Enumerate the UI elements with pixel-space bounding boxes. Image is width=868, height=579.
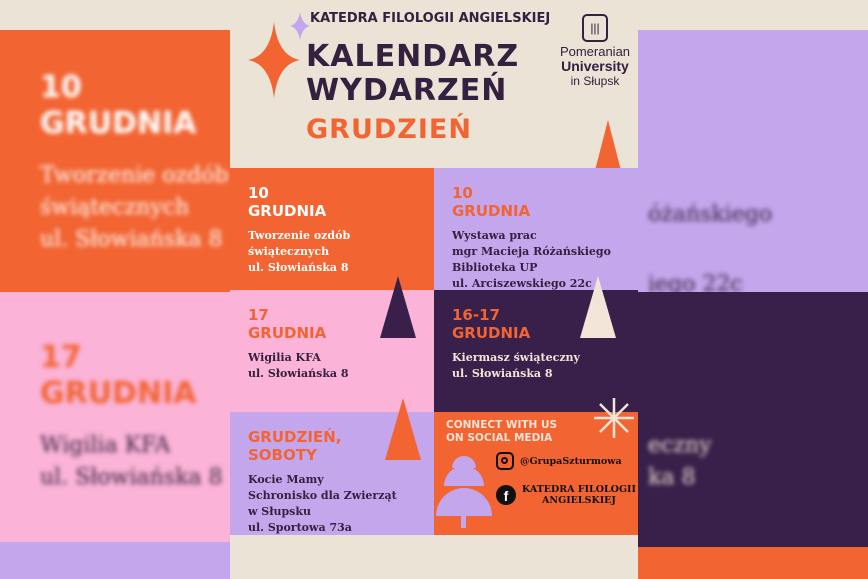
university-logo: ||| Pomeranian University in Słupsk (555, 14, 635, 88)
event-date: 17 GRUDNIA (248, 306, 327, 342)
event-card: 16-17 GRUDNIA Kiermasz świąteczny ul. Słowi… (434, 290, 638, 412)
event-card: 10 GRUDNIA Tworzenie ozdób świątecznych ul. … (230, 168, 434, 290)
blurred-background-left: 10 GRUDNIA Tworzenie ozdób świątecznych ul.… (0, 0, 230, 579)
sparkle-icon (248, 22, 300, 98)
instagram-link[interactable]: @GrupaSzturmowa (496, 452, 622, 470)
christmas-tree-icon (580, 276, 616, 338)
facebook-link[interactable]: f KATEDRA FILOLOGII ANGIELSKIEJ (496, 484, 636, 506)
facebook-icon: f (496, 485, 516, 505)
university-emblem-icon: ||| (582, 14, 608, 42)
christmas-tree-icon (385, 398, 421, 460)
event-date: GRUDZIEŃ, SOBOTY (248, 428, 342, 464)
month-title: GRUDZIEŃ (306, 114, 472, 145)
event-calendar-poster: KATEDRA FILOLOGII ANGIELSKIEJ KALENDARZ W… (230, 0, 638, 579)
event-date: 10 GRUDNIA (452, 184, 531, 220)
event-details: Kiermasz świąteczny ul. Słowiańska 8 (452, 351, 580, 380)
event-date: 10 GRUDNIA (248, 184, 327, 220)
department-name: KATEDRA FILOLOGII ANGIELSKIEJ (310, 11, 551, 26)
event-details: Wigilia KFA ul. Słowiańska 8 (248, 351, 349, 380)
christmas-tree-icon (380, 276, 416, 338)
event-details: Tworzenie ozdób świątecznych ul. Słowiańsk… (248, 229, 351, 274)
instagram-icon (496, 452, 514, 470)
event-details: Wystawa prac mgr Macieja Różańskiego Bibli… (452, 229, 611, 290)
sparkle-icon (290, 12, 310, 40)
event-card: 10 GRUDNIA Wystawa prac mgr Macieja Różańsk… (434, 168, 638, 290)
social-media-section: CONNECT WITH US ON SOCIAL MEDIA @GrupaSzt… (434, 398, 638, 535)
page-title: KALENDARZ WYDARZEŃ (306, 39, 520, 108)
starburst-icon (594, 398, 634, 438)
blurred-background-right: óżańskiego iego 22c eczny ka 8 (638, 0, 868, 579)
event-date: 16-17 GRUDNIA (452, 306, 531, 342)
event-details: Kocie Mamy Schronisko dla Zwierząt w Słups… (248, 473, 397, 534)
christmas-tree-icon (436, 456, 492, 528)
